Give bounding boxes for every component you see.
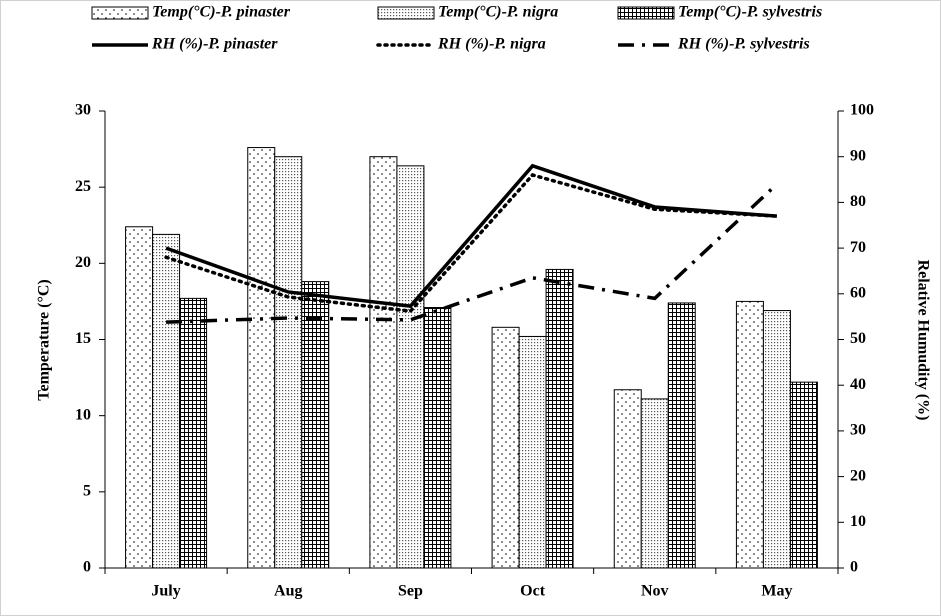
bar [125, 226, 154, 569]
bar [247, 147, 276, 569]
y2-tick-label: 60 [850, 284, 866, 301]
y-tick-label: 25 [75, 178, 91, 195]
legend-label: Temp(°C)-P. sylvestris [678, 4, 822, 21]
legend-label: Temp(°C)-P. pinaster [152, 4, 291, 21]
y-axis-title: Temperature (°C) [36, 279, 53, 400]
y-tick-label: 10 [75, 406, 91, 423]
bar [396, 165, 425, 569]
y-tick-label: 20 [75, 254, 91, 271]
x-tick-label: May [761, 583, 792, 600]
y2-tick-label: 50 [850, 330, 866, 347]
y2-axis-title: Relative Humudity (%) [914, 260, 931, 421]
y2-tick-label: 80 [850, 193, 866, 210]
y-tick-label: 30 [75, 102, 91, 119]
y2-tick-label: 30 [850, 422, 866, 439]
bar [789, 381, 818, 569]
legend-label: Temp(°C)-P. nigra [438, 4, 558, 21]
x-tick-label: July [151, 583, 180, 600]
y-tick-label: 0 [83, 559, 91, 576]
y-tick-label: 5 [83, 483, 91, 500]
bar [735, 300, 764, 569]
y2-tick-label: 0 [850, 559, 858, 576]
bar [274, 156, 303, 569]
bar [640, 398, 669, 569]
bar [518, 335, 547, 569]
bar [179, 297, 208, 569]
legend-swatch [377, 6, 435, 20]
x-tick-label: Oct [520, 583, 546, 600]
line [166, 182, 779, 324]
legend-label: RH (%)-P. nigra [437, 36, 546, 53]
line [164, 173, 779, 314]
y2-tick-label: 20 [850, 467, 866, 484]
y-tick-label: 15 [75, 330, 91, 347]
y2-tick-label: 70 [850, 239, 866, 256]
y2-tick-label: 40 [850, 376, 866, 393]
bar [613, 389, 642, 569]
bar [667, 302, 696, 569]
axes [104, 111, 839, 569]
legend-swatch [91, 6, 149, 20]
bar [762, 310, 791, 569]
y2-tick-label: 10 [850, 513, 866, 530]
bar [545, 268, 574, 569]
bar [423, 307, 452, 569]
bar [152, 233, 181, 569]
legend-label: RH (%)-P. sylvestris [677, 36, 810, 53]
x-tick-label: Nov [641, 583, 669, 600]
y2-tick-label: 100 [850, 102, 874, 119]
legend-label: RH (%)-P. pinaster [151, 36, 278, 53]
line [165, 163, 778, 308]
x-tick-label: Sep [398, 583, 423, 600]
x-tick-label: Aug [274, 583, 302, 600]
bar [491, 326, 520, 569]
bar [301, 281, 330, 569]
bar [369, 156, 398, 569]
y2-tick-label: 90 [850, 147, 866, 164]
legend-swatch [617, 6, 675, 20]
